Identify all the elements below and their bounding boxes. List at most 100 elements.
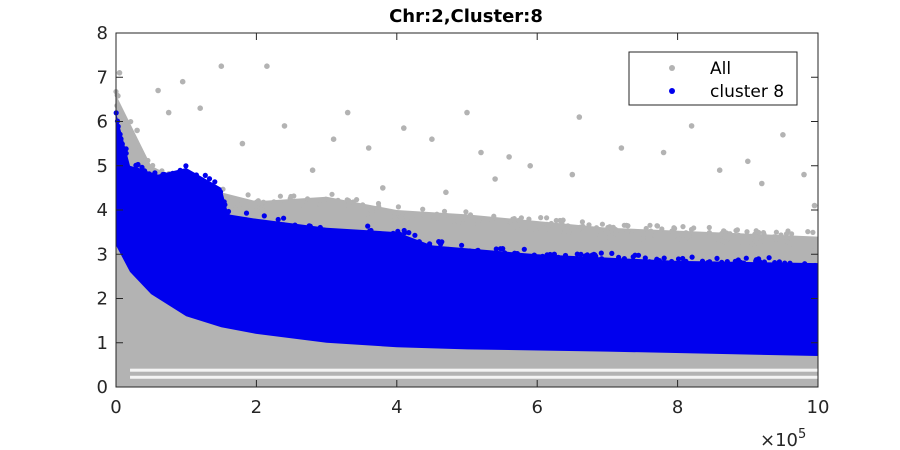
data-point (564, 225, 570, 231)
data-point (255, 226, 261, 232)
data-point (150, 174, 156, 180)
data-point (380, 185, 386, 191)
data-point (386, 211, 392, 217)
data-point (236, 203, 242, 209)
data-point (218, 63, 225, 69)
data-point (464, 218, 470, 225)
data-point (612, 226, 619, 233)
data-point (429, 136, 435, 142)
x-multiplier-exponent: 5 (798, 427, 806, 442)
data-point (609, 250, 615, 256)
data-point (699, 258, 706, 264)
data-point (420, 206, 426, 212)
data-point (706, 224, 712, 231)
data-point (652, 233, 658, 239)
data-point (522, 257, 529, 263)
data-point (203, 180, 209, 186)
data-point (507, 218, 513, 225)
data-point (419, 245, 425, 251)
data-point (146, 171, 152, 177)
data-point (427, 217, 433, 223)
data-point (243, 210, 250, 216)
data-point (445, 246, 451, 253)
data-point (406, 230, 412, 236)
y-tick-label: 0 (97, 377, 108, 398)
data-point (773, 229, 780, 235)
data-point (727, 231, 733, 237)
data-point (633, 265, 639, 271)
data-point (668, 268, 674, 274)
data-point (711, 261, 717, 267)
data-point (527, 259, 533, 265)
data-point (120, 114, 126, 120)
chart-title: Chr:2,Cluster:8 (389, 6, 543, 27)
data-point (365, 145, 372, 151)
gap-streak (130, 368, 819, 372)
data-point (139, 153, 145, 159)
data-point (252, 223, 258, 229)
data-point (576, 114, 583, 120)
data-point (566, 230, 572, 236)
data-point (713, 269, 719, 275)
data-point (275, 216, 281, 223)
data-point (127, 170, 133, 176)
data-point (259, 207, 266, 213)
data-point (165, 109, 172, 116)
data-point (284, 228, 290, 234)
data-point (436, 214, 442, 221)
data-point (593, 253, 599, 259)
data-point (416, 239, 422, 245)
data-point (787, 260, 793, 266)
data-point (613, 231, 619, 237)
data-point (599, 256, 605, 262)
y-axis: 0 1 2 3 4 5 6 7 8 (97, 23, 818, 398)
data-point (511, 257, 517, 263)
x-tick-label: 6 (531, 397, 542, 418)
data-point (315, 228, 321, 234)
legend-marker-cluster (669, 88, 675, 94)
data-point (776, 259, 783, 265)
data-point (252, 204, 258, 210)
data-point (304, 231, 310, 237)
data-point (618, 234, 624, 240)
data-point (603, 235, 609, 241)
x-tick-label: 0 (110, 397, 121, 418)
data-point (556, 261, 562, 267)
data-point (395, 228, 401, 234)
data-point (647, 263, 653, 269)
data-point (646, 259, 653, 265)
data-point (630, 254, 636, 260)
data-point (212, 179, 218, 185)
data-point (706, 230, 713, 236)
data-point (553, 230, 559, 236)
data-point (521, 246, 527, 252)
data-point (344, 109, 351, 116)
data-point (139, 164, 145, 170)
data-point (443, 189, 449, 196)
data-point (581, 261, 587, 267)
data-point (598, 230, 604, 237)
data-point (544, 256, 551, 262)
data-point (317, 224, 323, 231)
data-point (724, 259, 730, 265)
data-point (527, 163, 533, 169)
data-point (395, 237, 401, 244)
data-point (476, 217, 482, 224)
data-point (470, 221, 476, 227)
data-point (390, 230, 396, 236)
data-point (409, 216, 415, 222)
data-point (261, 213, 267, 219)
data-point (752, 231, 758, 237)
data-point (281, 222, 287, 228)
data-point (526, 216, 532, 222)
data-point (280, 229, 286, 235)
data-point (743, 255, 749, 261)
plot-area (113, 32, 819, 388)
data-point (698, 269, 704, 275)
data-point (202, 172, 208, 178)
data-point (291, 193, 297, 199)
data-point (741, 267, 747, 273)
data-point (569, 260, 575, 266)
data-point (689, 254, 695, 260)
data-point (116, 70, 123, 76)
